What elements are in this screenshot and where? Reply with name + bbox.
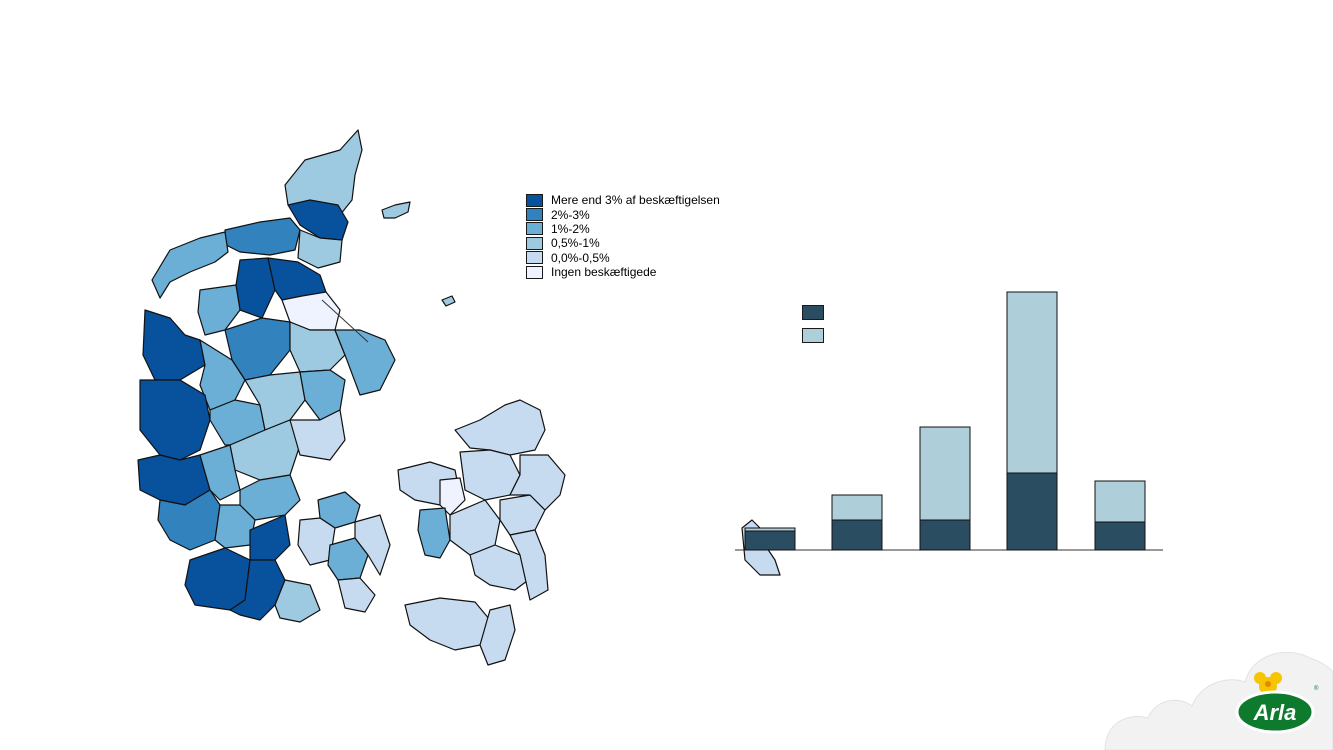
map-region <box>469 544 536 591</box>
map-region <box>454 399 546 456</box>
map-region <box>509 454 566 511</box>
flower-petal <box>1270 672 1282 684</box>
legend-row: 0,5%-1% <box>526 236 720 250</box>
map-region <box>381 201 411 219</box>
bar-chart-legend <box>802 305 832 351</box>
map-region <box>479 604 516 666</box>
legend-swatch <box>526 236 543 250</box>
legend-swatch <box>526 265 543 279</box>
map-region <box>441 295 456 307</box>
map-region <box>244 371 306 431</box>
legend-label: Ingen beskæftigede <box>551 265 657 280</box>
logo-text: Arla <box>1253 700 1297 725</box>
bar-segment-1-series-1 <box>744 530 796 551</box>
bar-segment-4-series-1 <box>1006 472 1058 551</box>
map-legend: Mere end 3% af beskæftigelsen 2%-3% 1%-2… <box>526 193 720 279</box>
legend-row: Ingen beskæftigede <box>526 265 720 279</box>
map-region <box>139 379 211 461</box>
bar-segment-4-series-2 <box>1006 291 1058 474</box>
logo-oval <box>1235 690 1315 734</box>
map-region <box>287 199 349 241</box>
map-region <box>151 231 229 299</box>
bar-segment-5-series-2 <box>1094 480 1146 523</box>
map-region <box>509 529 549 601</box>
legend-row: 0,0%-0,5% <box>526 251 720 265</box>
map-region <box>337 577 376 613</box>
map-region <box>354 514 391 576</box>
legend-label: 0,0%-0,5% <box>551 250 610 265</box>
legend-swatch-series-2 <box>802 328 824 343</box>
map-region <box>417 507 451 559</box>
legend-swatch-series-1 <box>802 305 824 320</box>
legend-swatch <box>526 208 543 222</box>
legend-label: Mere end 3% af beskæftigelsen <box>551 193 720 208</box>
map-region <box>229 559 286 621</box>
bar-segment-3-series-2 <box>919 426 971 521</box>
legend-row: 1%-2% <box>526 222 720 236</box>
brand-corner: Arla ® <box>1104 651 1333 750</box>
map-leader-line <box>321 299 369 343</box>
map-region <box>334 329 396 396</box>
flower-petal <box>1254 672 1266 684</box>
registered-mark: ® <box>1314 685 1319 692</box>
legend-label: 0,5%-1% <box>551 236 600 251</box>
map-region <box>297 229 343 269</box>
bar-segment-1-series-2 <box>744 527 796 532</box>
legend-row: 2%-3% <box>526 207 720 222</box>
arla-logo: Arla ® <box>1235 672 1319 734</box>
bar-segment-2-series-1 <box>831 519 883 551</box>
map-region <box>224 217 301 256</box>
legend-label: 2%-3% <box>551 207 590 222</box>
bar-segment-5-series-1 <box>1094 521 1146 551</box>
bar-segment-3-series-1 <box>919 519 971 551</box>
map-region <box>274 579 321 623</box>
map-region <box>249 514 291 561</box>
legend-swatch <box>526 251 543 265</box>
map-region <box>289 409 346 461</box>
legend-label: 1%-2% <box>551 221 590 236</box>
map-region <box>289 321 346 373</box>
map-region <box>284 129 363 216</box>
map-region <box>229 419 301 481</box>
flower-center <box>1265 681 1271 687</box>
bar-segment-2-series-2 <box>831 494 883 521</box>
legend-swatch <box>526 193 543 207</box>
legend-row: Mere end 3% af beskæftigelsen <box>526 193 720 207</box>
legend-swatch <box>526 222 543 236</box>
map-region <box>439 477 466 516</box>
